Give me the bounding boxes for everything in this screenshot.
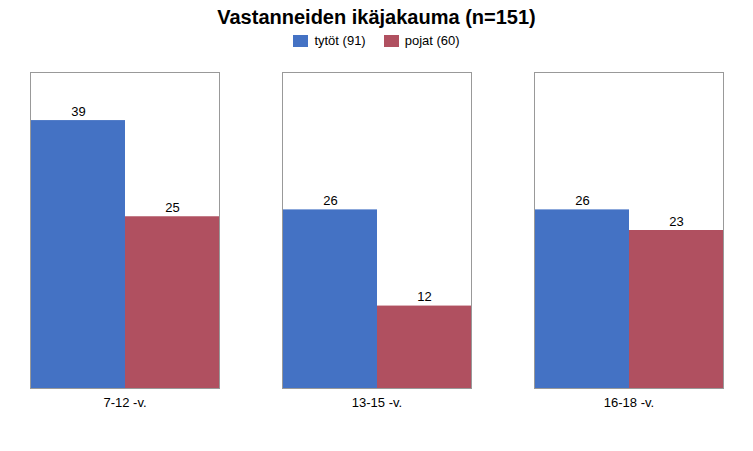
svg-text:26: 26 — [323, 193, 337, 208]
html-text:pojat (60): pojat (60) — [404, 33, 460, 48]
html-text:tytöt (91): tytöt (91) — [314, 33, 366, 48]
svg-text:26: 26 — [575, 193, 589, 208]
svg-text:13-15 -v.: 13-15 -v. — [352, 395, 402, 410]
svg-text:23: 23 — [669, 214, 683, 229]
svg-text:7-12 -v.: 7-12 -v. — [103, 395, 146, 410]
svg-text:12: 12 — [417, 289, 431, 304]
svg-text:16-18 -v.: 16-18 -v. — [604, 395, 654, 410]
svg-text:39: 39 — [71, 104, 85, 119]
svg-text:25: 25 — [165, 200, 179, 215]
html-text:Vastanneiden ikäjakauma (n=151: Vastanneiden ikäjakauma (n=151) — [217, 6, 536, 28]
